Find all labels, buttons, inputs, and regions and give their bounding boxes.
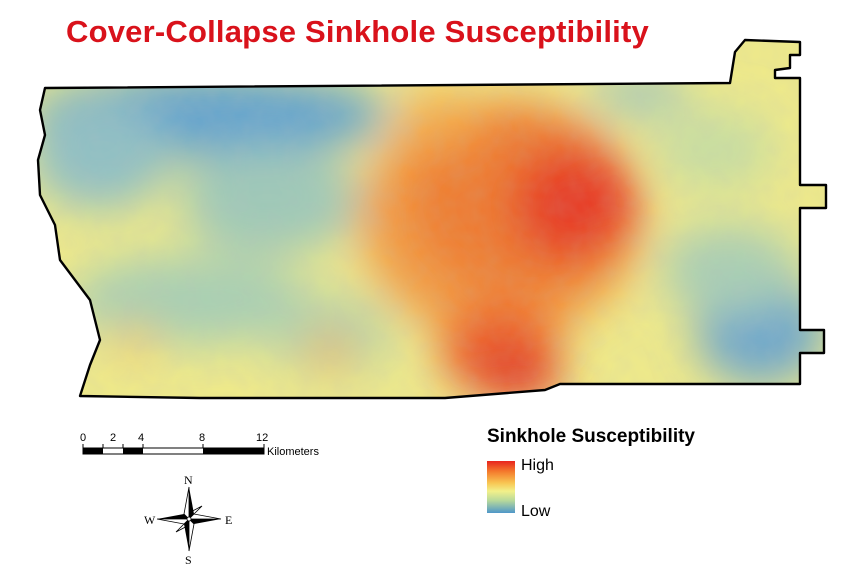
compass-east-label: E: [225, 513, 232, 527]
scale-tick-label: 2: [110, 432, 116, 444]
scale-unit-label: Kilometers: [267, 446, 319, 458]
legend-title: Sinkhole Susceptibility: [487, 426, 695, 447]
legend-low-label: Low: [521, 503, 551, 520]
county-boundary: [36, 38, 828, 400]
compass-north-label: N: [184, 473, 193, 487]
scale-tick-label: 0: [80, 432, 86, 444]
scale-bar: 0 2 4 8 12 Kilometers: [80, 432, 319, 458]
susceptibility-surface: [38, 40, 826, 398]
compass-west-label: W: [144, 513, 156, 527]
scale-tick-label: 4: [138, 432, 144, 444]
legend-high-label: High: [521, 457, 554, 474]
legend-color-ramp: [487, 461, 515, 513]
compass-south-label: S: [185, 553, 192, 567]
scale-tick-label: 8: [199, 432, 205, 444]
compass-rose-icon: [156, 486, 222, 552]
scale-tick-label: 12: [256, 432, 268, 444]
map-title: Cover-Collapse Sinkhole Susceptibility: [66, 14, 649, 49]
